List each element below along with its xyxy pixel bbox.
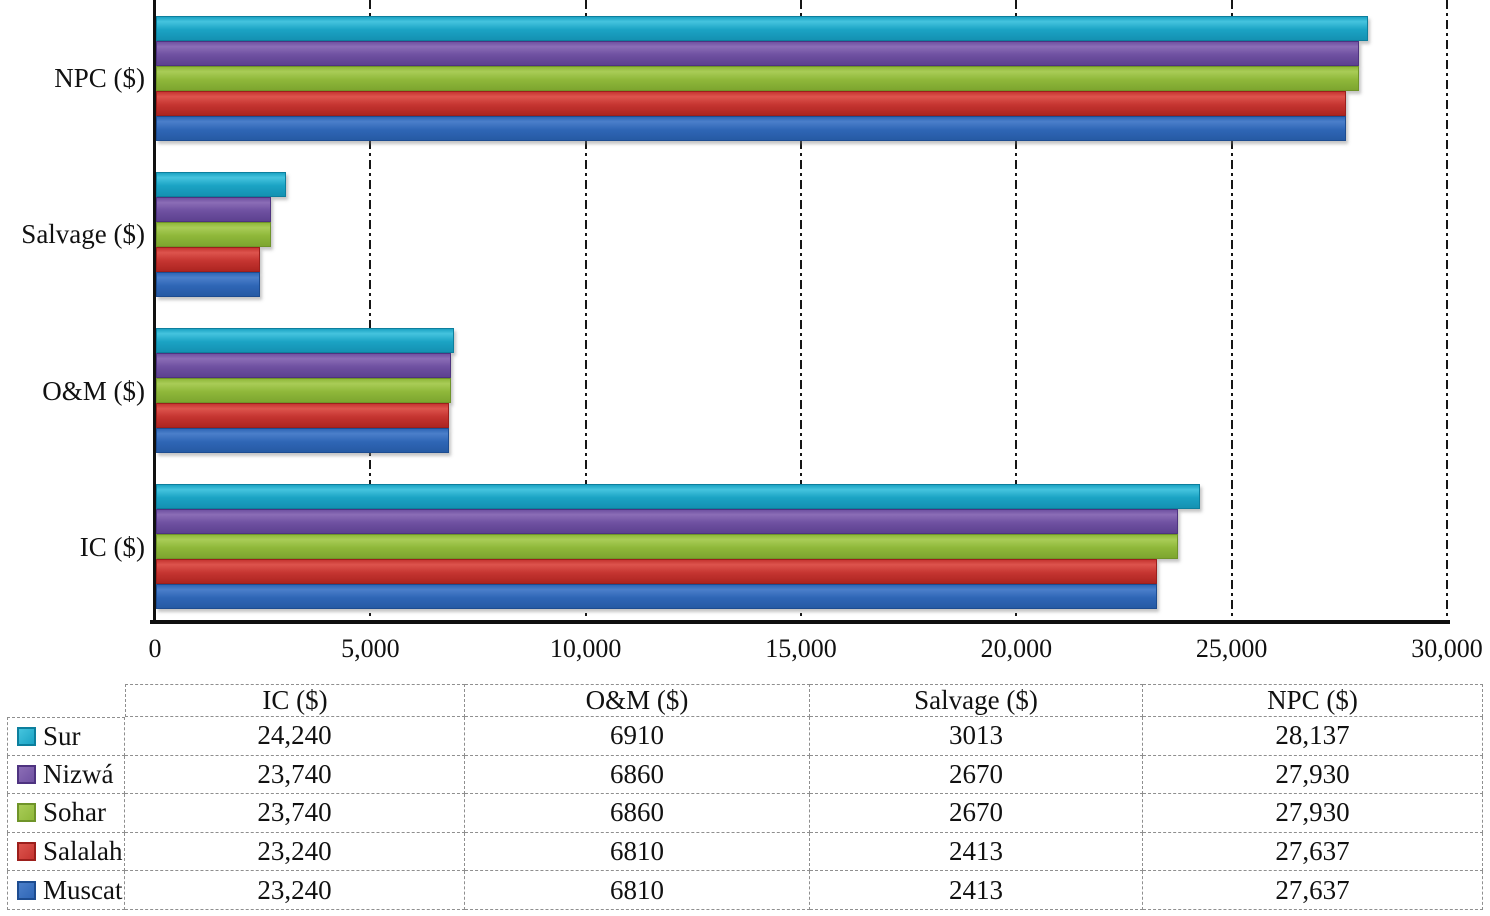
legend-item-sohar: Sohar xyxy=(7,794,125,833)
bar-salvage-muscat xyxy=(156,271,260,297)
table-cell-muscat-o-m: 6810 xyxy=(465,871,810,910)
table-cell-sohar-o-m: 6860 xyxy=(465,794,810,833)
bar-o-m-sur xyxy=(156,328,454,354)
legend-label-salalah: Salalah xyxy=(43,836,123,867)
legend-item-salalah: Salalah xyxy=(7,832,125,872)
table-cell-salalah-npc: 27,637 xyxy=(1143,832,1483,872)
bar-o-m-muscat xyxy=(156,428,450,454)
legend-item-muscat: Muscat xyxy=(7,871,125,910)
table-cell-sohar-ic: 23,740 xyxy=(125,794,465,833)
table-cell-salalah-salvage: 2413 xyxy=(810,832,1143,872)
bar-ic-nizw xyxy=(156,509,1179,535)
x-tick-label-30000: 30,000 xyxy=(1411,634,1483,663)
bar-npc-nizw xyxy=(156,40,1359,66)
table-cell-sur-npc: 28,137 xyxy=(1143,717,1483,756)
bar-npc-sur xyxy=(156,15,1368,41)
category-label-npc: NPC ($) xyxy=(54,63,145,94)
bar-o-m-salalah xyxy=(156,403,450,429)
table-cell-salalah-ic: 23,240 xyxy=(125,832,465,872)
category-label-o-m: O&M ($) xyxy=(42,375,145,406)
bar-salvage-salalah xyxy=(156,246,260,272)
x-axis-line xyxy=(150,620,1450,624)
gridline-5000 xyxy=(369,0,372,620)
plot-area: NPC ($) Salvage ($) O&M ($) IC ($) 0 5,000 10… xyxy=(21,0,1483,663)
data-table-legend: IC ($) O&M ($) Salvage ($) NPC ($) Sur 24,240… xyxy=(7,684,1483,910)
table-header-npc: NPC ($) xyxy=(1143,684,1483,717)
legend-marker-sur-icon xyxy=(17,726,36,746)
table-header-salvage: Salvage ($) xyxy=(810,684,1143,717)
bar-npc-sohar xyxy=(156,65,1359,91)
x-tick-label-0: 0 xyxy=(148,634,162,663)
gridline-20000 xyxy=(1015,0,1018,620)
bar-npc-salalah xyxy=(156,90,1347,116)
legend-marker-muscat-icon xyxy=(17,880,36,900)
legend-label-muscat: Muscat xyxy=(43,874,123,905)
table-header-ic: IC ($) xyxy=(125,684,465,717)
legend-label-nizw: Nizwá xyxy=(43,758,114,789)
bar-npc-muscat xyxy=(156,115,1347,141)
table-cell-nizw-npc: 27,930 xyxy=(1143,755,1483,795)
table-cell-nizw-salvage: 2670 xyxy=(810,755,1143,795)
gridline-10000 xyxy=(584,0,587,620)
table-cell-sohar-salvage: 2670 xyxy=(810,794,1143,833)
gridline-30000 xyxy=(1446,0,1448,620)
gridline-15000 xyxy=(800,0,802,620)
category-label-ic: IC ($) xyxy=(79,531,145,562)
table-cell-muscat-ic: 23,240 xyxy=(125,871,465,910)
legend-label-sohar: Sohar xyxy=(43,797,106,828)
bar-salvage-nizw xyxy=(156,196,271,222)
bar-ic-muscat xyxy=(156,584,1157,610)
x-tick-label-25000: 25,000 xyxy=(1195,634,1268,663)
table-cell-muscat-npc: 27,637 xyxy=(1143,871,1483,910)
category-label-salvage: Salvage ($) xyxy=(21,219,145,250)
gridline-25000 xyxy=(1230,0,1233,620)
bar-ic-salalah xyxy=(156,559,1157,585)
table-cell-muscat-salvage: 2413 xyxy=(810,871,1143,910)
table-cell-nizw-ic: 23,740 xyxy=(125,755,465,795)
legend-marker-salalah-icon xyxy=(17,842,36,862)
legend-marker-sohar-icon xyxy=(17,803,36,823)
table-cell-sur-ic: 24,240 xyxy=(125,717,465,756)
table-cell-sur-salvage: 3013 xyxy=(810,717,1143,756)
x-tick-label-5000: 5,000 xyxy=(341,634,400,663)
y-axis-line xyxy=(153,0,156,623)
table-cell-sohar-npc: 27,930 xyxy=(1143,794,1483,833)
legend-marker-nizw-icon xyxy=(17,764,36,784)
legend-item-sur: Sur xyxy=(7,717,125,756)
cost-comparison-bar-chart: NPC ($) Salvage ($) O&M ($) IC ($) 0 5,000 10… xyxy=(21,0,1483,663)
bar-o-m-sohar xyxy=(156,378,452,404)
bar-salvage-sohar xyxy=(156,221,271,247)
x-tick-label-15000: 15,000 xyxy=(765,634,837,663)
table-cell-salalah-o-m: 6810 xyxy=(465,832,810,872)
bar-ic-sur xyxy=(156,484,1200,510)
legend-label-sur: Sur xyxy=(43,720,81,751)
x-tick-label-20000: 20,000 xyxy=(980,634,1053,663)
table-cell-sur-o-m: 6910 xyxy=(465,717,810,756)
bar-salvage-sur xyxy=(156,171,286,197)
table-cell-nizw-o-m: 6860 xyxy=(465,755,810,795)
x-tick-label-10000: 10,000 xyxy=(549,634,622,663)
table-corner-spacer xyxy=(7,684,125,717)
legend-item-nizw: Nizwá xyxy=(7,755,125,795)
table-header-o-m: O&M ($) xyxy=(465,684,810,717)
bar-o-m-nizw xyxy=(156,353,452,379)
bar-ic-sohar xyxy=(156,534,1179,560)
